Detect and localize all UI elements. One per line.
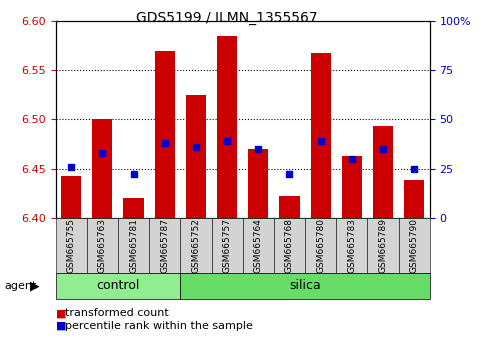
Text: GSM665768: GSM665768	[285, 218, 294, 273]
Text: agent: agent	[5, 281, 37, 291]
Bar	[342, 156, 362, 218]
Text: GSM665789: GSM665789	[379, 218, 387, 273]
Bar	[279, 196, 299, 218]
Text: GSM665757: GSM665757	[223, 218, 232, 273]
Bar	[311, 53, 331, 218]
Text: ▶: ▶	[30, 279, 40, 292]
Text: control: control	[96, 279, 140, 292]
Text: GSM665787: GSM665787	[160, 218, 169, 273]
Bar	[373, 126, 393, 218]
Text: ■: ■	[56, 308, 66, 318]
Text: GSM665755: GSM665755	[67, 218, 76, 273]
Text: GSM665780: GSM665780	[316, 218, 325, 273]
Bar	[61, 176, 81, 218]
Text: GDS5199 / ILMN_1355567: GDS5199 / ILMN_1355567	[136, 11, 318, 25]
Text: GSM665783: GSM665783	[347, 218, 356, 273]
Text: GSM665763: GSM665763	[98, 218, 107, 273]
Text: GSM665764: GSM665764	[254, 218, 263, 273]
Text: percentile rank within the sample: percentile rank within the sample	[65, 321, 253, 331]
Text: GSM665790: GSM665790	[410, 218, 419, 273]
Bar	[92, 120, 113, 218]
Bar	[248, 149, 269, 218]
Text: transformed count: transformed count	[65, 308, 169, 318]
Bar	[404, 181, 425, 218]
Text: silica: silica	[289, 279, 321, 292]
Bar	[155, 51, 175, 218]
Bar	[217, 36, 237, 218]
Text: GSM665752: GSM665752	[191, 218, 200, 273]
Text: ■: ■	[56, 321, 66, 331]
Bar	[123, 198, 143, 218]
Bar	[186, 95, 206, 218]
Text: GSM665781: GSM665781	[129, 218, 138, 273]
